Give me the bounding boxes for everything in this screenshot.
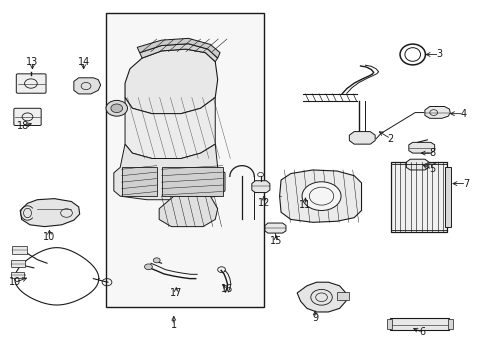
Bar (445, 167, 450, 226)
Polygon shape (424, 163, 435, 165)
Text: 18: 18 (17, 121, 29, 131)
Polygon shape (122, 167, 157, 196)
Text: 15: 15 (269, 236, 282, 246)
FancyBboxPatch shape (14, 108, 41, 126)
Text: 1: 1 (170, 320, 177, 330)
Polygon shape (251, 181, 269, 193)
Circle shape (153, 258, 160, 263)
Text: 5: 5 (428, 164, 434, 174)
Circle shape (302, 182, 340, 211)
Text: 16: 16 (221, 284, 233, 294)
Circle shape (144, 264, 152, 270)
Polygon shape (297, 282, 345, 312)
Polygon shape (74, 78, 101, 94)
FancyBboxPatch shape (16, 74, 46, 93)
Text: 7: 7 (462, 179, 468, 189)
Text: 14: 14 (77, 57, 89, 67)
Polygon shape (114, 144, 224, 200)
Text: 12: 12 (257, 198, 270, 208)
Text: 11: 11 (299, 200, 311, 210)
Circle shape (106, 100, 127, 116)
Polygon shape (140, 44, 217, 62)
Text: 6: 6 (419, 327, 425, 337)
Polygon shape (406, 159, 428, 170)
Polygon shape (20, 199, 80, 226)
Bar (386, 319, 391, 329)
Polygon shape (159, 196, 217, 226)
Polygon shape (161, 167, 222, 196)
Text: 19: 19 (9, 277, 21, 287)
Polygon shape (348, 132, 374, 144)
Polygon shape (264, 223, 285, 233)
Text: 4: 4 (460, 109, 466, 119)
Polygon shape (125, 98, 215, 158)
Bar (336, 292, 348, 300)
Circle shape (111, 104, 122, 113)
Polygon shape (424, 107, 449, 118)
Bar (12, 246, 27, 253)
Text: 3: 3 (436, 49, 442, 59)
Polygon shape (125, 49, 217, 114)
Text: 10: 10 (43, 232, 56, 242)
Polygon shape (408, 142, 434, 153)
Bar (11, 272, 24, 278)
Polygon shape (279, 170, 361, 222)
Bar (11, 260, 25, 267)
Bar (105, 13, 264, 307)
Text: 17: 17 (170, 288, 182, 298)
Bar (389, 319, 448, 330)
Text: 13: 13 (26, 57, 39, 67)
Bar (447, 319, 452, 329)
Text: 2: 2 (387, 134, 393, 144)
Text: 9: 9 (311, 313, 318, 323)
Text: 8: 8 (428, 148, 434, 158)
Polygon shape (137, 39, 220, 58)
Bar (390, 162, 446, 232)
